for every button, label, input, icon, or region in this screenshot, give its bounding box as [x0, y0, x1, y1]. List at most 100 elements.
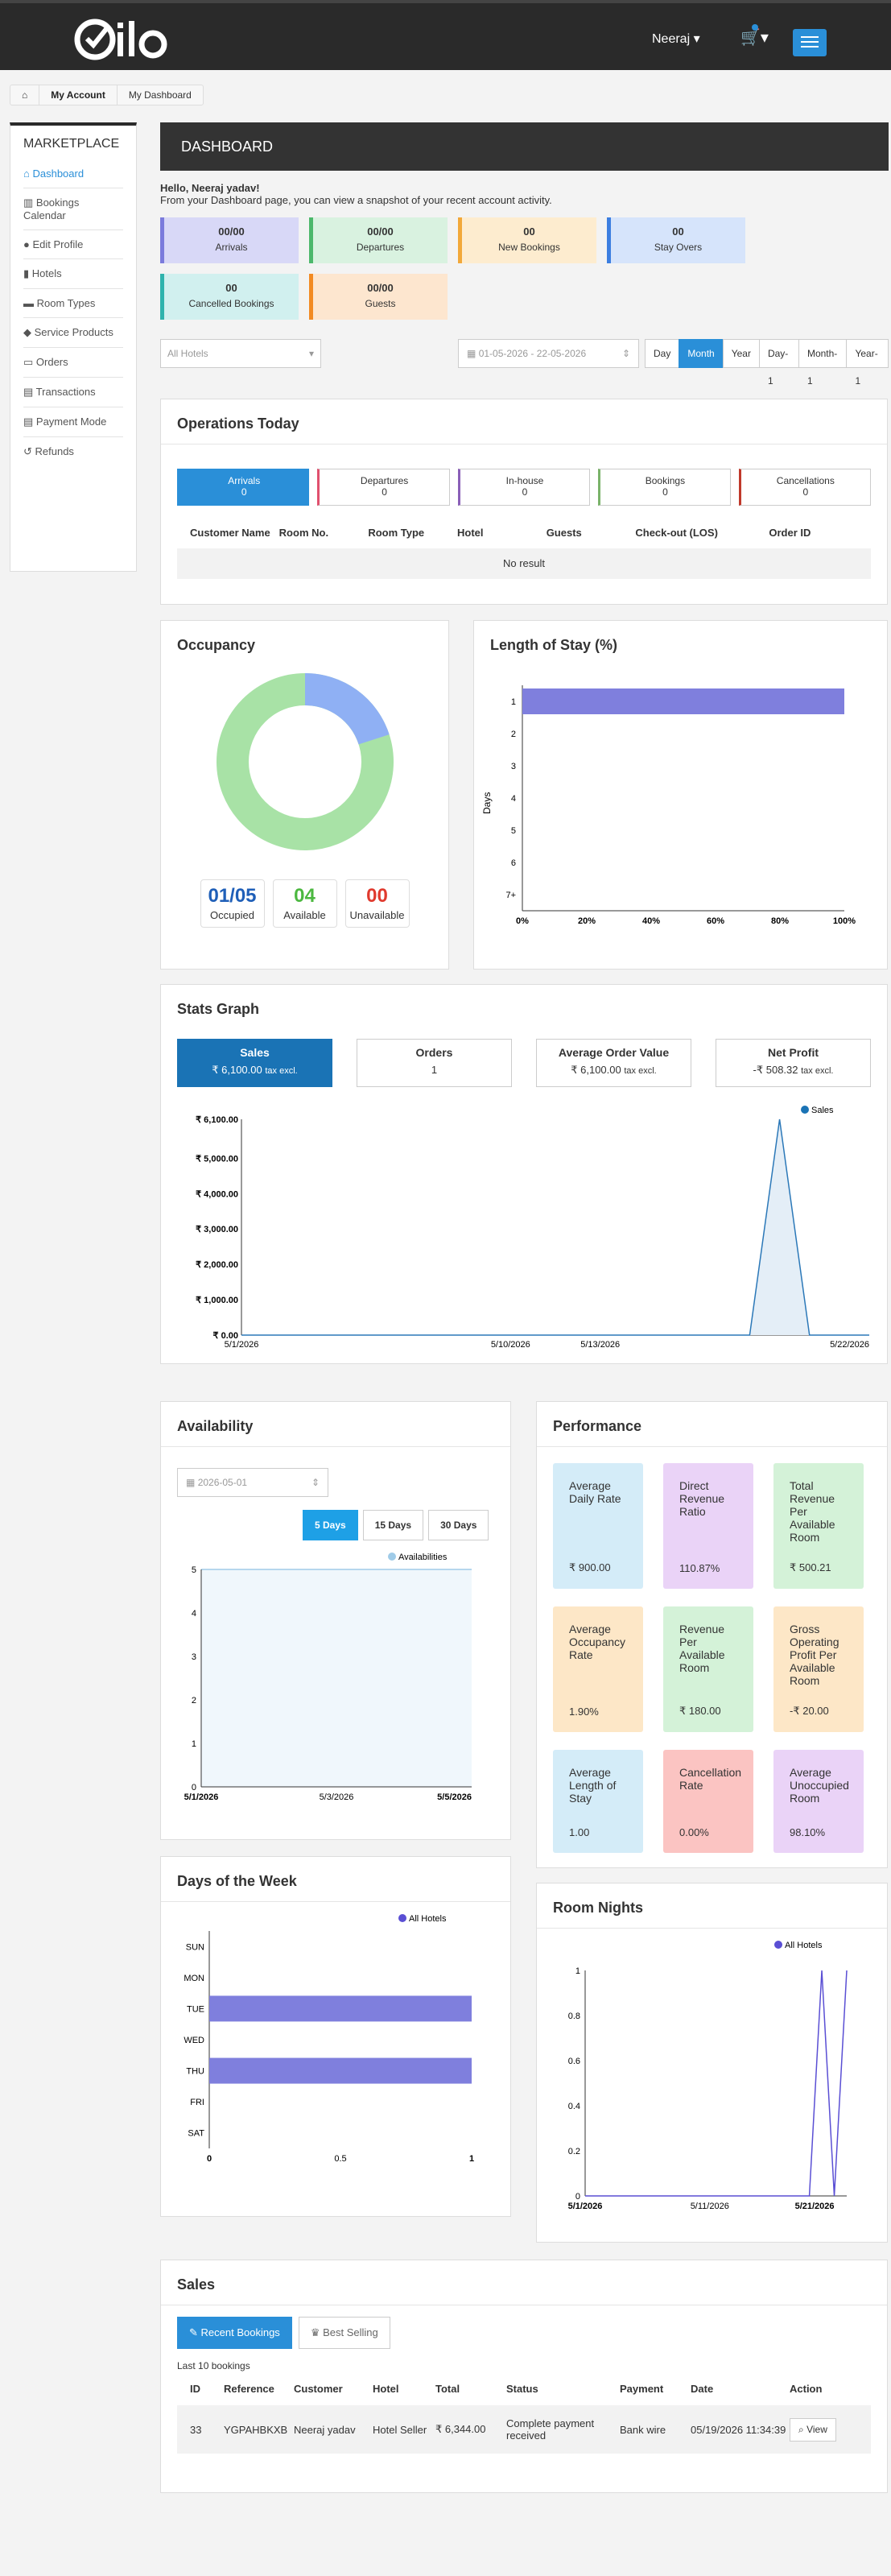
recent-bookings-tab[interactable]: ✎ Recent Bookings [177, 2317, 292, 2349]
sales-x-tick: 5/13/2026 [580, 1340, 620, 1350]
rn-x-tick: 5/21/2026 [795, 2202, 835, 2211]
hotel-select[interactable]: All Hotels ▾ [160, 339, 321, 368]
sidebar-item-transactions[interactable]: ▤ Transactions [23, 378, 123, 407]
perf-card-cancellation-rate: Cancellation Rate 0.00% [663, 1750, 753, 1853]
availability-range-buttons: 5 Days 15 Days 30 Days [303, 1510, 489, 1540]
sidebar: MARKETPLACE ⌂ Dashboard ▥ Bookings Calen… [10, 122, 137, 572]
dow-x-tick: 1 [469, 2154, 474, 2164]
ops-arrivals[interactable]: Arrivals 0 [177, 469, 310, 506]
period-day-button[interactable]: Day [645, 339, 680, 368]
breadcrumb-my-account[interactable]: My Account [39, 85, 118, 105]
days-of-week-chart: SUN MON TUE WED THU FRI SAT 0 0.5 1 All Hotels [184, 1914, 474, 2164]
los-tick-label: 3 [511, 762, 516, 771]
sales-y-tick: ₹ 4,000.00 [196, 1189, 238, 1199]
sales-table-header: ID Reference Customer Hotel Total Status… [190, 2383, 823, 2395]
dow-tick-label: MON [184, 1974, 204, 1983]
period-year-1-button[interactable]: Year-1 [846, 339, 889, 387]
sort-icon: ⇕ [311, 1477, 320, 1488]
availability-y-tick: 1 [192, 1739, 196, 1749]
availability-x-tick: 5/1/2026 [184, 1792, 219, 1802]
availability-y-tick: 0 [192, 1783, 196, 1792]
availability-area [201, 1569, 472, 1787]
los-chart: Days 1 2 3 4 5 6 7+ 0% 20% 40% 60% 80% 100% [481, 685, 856, 926]
calendar-icon: ▦ [467, 348, 476, 359]
pencil-icon: ✎ [189, 2326, 198, 2338]
cart-icon[interactable]: 🛒▾ [740, 29, 769, 47]
avg-order-value-stat-button[interactable]: Average Order Value ₹ 6,100.00 tax excl. [536, 1039, 691, 1087]
trophy-icon: ♛ [310, 2326, 320, 2338]
dow-tick-label: SUN [186, 1942, 204, 1952]
dow-tick-label: SAT [188, 2129, 204, 2139]
dow-legend-label: All Hotels [409, 1914, 447, 1924]
sidebar-item-room-types[interactable]: ▬ Room Types [23, 289, 123, 318]
breadcrumb-my-dashboard: My Dashboard [128, 89, 192, 101]
thirty-days-button[interactable]: 30 Days [428, 1510, 489, 1540]
user-menu[interactable]: Neeraj ▾ [652, 32, 700, 46]
orders-stat-button[interactable]: Orders 1 [357, 1039, 512, 1087]
sidebar-item-hotels[interactable]: ▮ Hotels [23, 259, 123, 289]
rn-y-tick: 0.8 [568, 2012, 580, 2021]
ops-cancellations[interactable]: Cancellations 0 [738, 469, 872, 506]
stats-graph-title: Stats Graph [177, 1001, 260, 1017]
sales-legend-marker [801, 1106, 809, 1114]
rn-legend-label: All Hotels [785, 1941, 823, 1950]
length-of-stay-panel: Length of Stay (%) Days 1 2 3 4 5 6 7+ 0% 20% 40%… [473, 620, 888, 970]
filters-bar: All Hotels ▾ ▦ 01-05-2026 - 22-05-2026 ⇕ D… [160, 339, 889, 387]
rn-y-tick: 0.6 [568, 2057, 580, 2066]
operations-title: Operations Today [161, 399, 887, 444]
perf-card-occupancy-rate: Average Occupancy Rate 1.90% [553, 1606, 643, 1732]
stat-guests: 00/00 Guests [309, 274, 448, 320]
operations-panel: Operations Today Arrivals 0 Departures 0 I… [160, 399, 888, 605]
availability-date-input[interactable]: ▦ 2026-05-01 ⇕ [177, 1468, 328, 1497]
los-x-tick: 0% [516, 916, 529, 926]
sidebar-item-payment-mode[interactable]: ▤ Payment Mode [23, 407, 123, 437]
period-year-button[interactable]: Year [722, 339, 760, 368]
availability-panel: Availability ▦ 2026-05-01 ⇕ 5 Days 15 Day… [160, 1401, 511, 1840]
occupied-stat: 01/05 Occupied [200, 879, 265, 928]
dow-bar [209, 1995, 472, 2022]
five-days-button[interactable]: 5 Days [303, 1510, 358, 1540]
sidebar-item-dashboard[interactable]: ⌂ Dashboard [23, 159, 123, 188]
qlo-logo[interactable] [71, 14, 171, 64]
sidebar-item-bookings-calendar[interactable]: ▥ Bookings Calendar [23, 188, 123, 230]
sales-line [241, 1118, 869, 1336]
sidebar-item-orders[interactable]: ▭ Orders [23, 348, 123, 378]
home-icon[interactable]: ⌂ [10, 85, 40, 105]
period-month-button[interactable]: Month [679, 339, 724, 368]
hamburger-menu-button[interactable] [793, 29, 827, 56]
availability-y-tick: 5 [192, 1565, 196, 1575]
net-profit-stat-button[interactable]: Net Profit -₹ 508.32 tax excl. [716, 1039, 871, 1087]
availability-x-tick: 5/3/2026 [320, 1792, 354, 1802]
page-title: DASHBOARD [160, 122, 889, 171]
los-x-tick: 100% [833, 916, 856, 926]
sidebar-item-service-products[interactable]: ◆ Service Products [23, 318, 123, 348]
fifteen-days-button[interactable]: 15 Days [362, 1510, 424, 1540]
sales-y-tick: ₹ 2,000.00 [196, 1260, 238, 1270]
ops-in-house[interactable]: In-house 0 [457, 469, 591, 506]
period-month-1-button[interactable]: Month-1 [798, 339, 848, 387]
sales-chart: ₹ 0.00 ₹ 1,000.00 ₹ 2,000.00 ₹ 3,000.00 ₹ 4,… [196, 1106, 869, 1350]
ops-bookings[interactable]: Bookings 0 [598, 469, 731, 506]
operations-table-header: Customer Name Room No. Room Type Hotel Guest… [190, 527, 811, 539]
operations-boxes: Arrivals 0 Departures 0 In-house 0 Bookings… [177, 469, 872, 506]
perf-card-direct-revenue: Direct Revenue Ratio 110.87% [663, 1463, 753, 1589]
view-order-button[interactable]: ⌕ View [790, 2417, 836, 2442]
dow-bar [209, 2057, 472, 2084]
perf-card-avg-los: Average Length of Stay 1.00 [553, 1750, 643, 1853]
date-range-input[interactable]: ▦ 01-05-2026 - 22-05-2026 ⇕ [458, 339, 639, 368]
sidebar-item-edit-profile[interactable]: ● Edit Profile [23, 230, 123, 259]
search-icon: ⌕ [798, 2423, 804, 2435]
los-title: Length of Stay (%) [490, 637, 617, 653]
los-tick-label: 1 [511, 697, 516, 707]
best-selling-tab[interactable]: ♛ Best Selling [298, 2317, 390, 2349]
sidebar-item-refunds[interactable]: ↺ Refunds [23, 445, 74, 457]
los-tick-label: 4 [511, 794, 516, 804]
sales-stat-button[interactable]: Sales ₹ 6,100.00 tax excl. [177, 1039, 332, 1087]
ops-departures[interactable]: Departures 0 [317, 469, 450, 506]
stat-stay-overs: 00 Stay Overs [607, 217, 745, 263]
los-x-tick: 20% [578, 916, 596, 926]
dow-tick-label: FRI [190, 2098, 204, 2107]
period-day-1-button[interactable]: Day-1 [758, 339, 799, 387]
dow-x-tick: 0 [207, 2154, 212, 2164]
sales-panel: Sales ✎ Recent Bookings ♛ Best Selling L… [160, 2260, 888, 2493]
